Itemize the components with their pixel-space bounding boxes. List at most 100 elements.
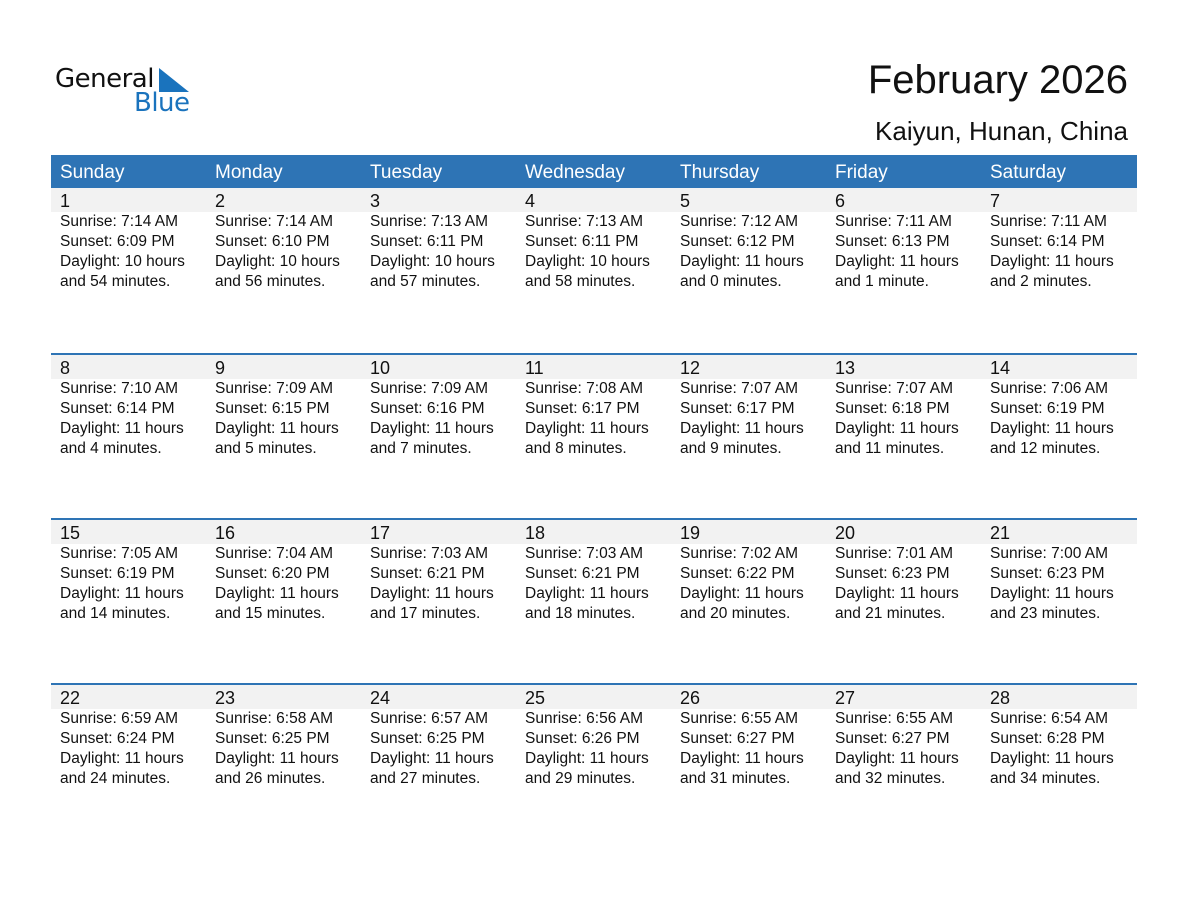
sunrise-text: Sunrise: 6:55 AM [680, 710, 799, 727]
sunrise-text: Sunrise: 7:08 AM [525, 380, 644, 397]
sunrise-text: Sunrise: 7:00 AM [990, 545, 1109, 562]
daylight-text: Daylight: 11 hours [680, 750, 804, 767]
day-number: 16 [215, 523, 236, 543]
daylight-text: Daylight: 11 hours [60, 420, 184, 437]
daylight-text: Daylight: 11 hours [835, 585, 959, 602]
logo-text-blue: Blue [134, 88, 190, 118]
daylight-text: Daylight: 11 hours [835, 253, 959, 270]
date-band [51, 188, 1137, 212]
daylight-minutes-text: and 1 minute. [835, 273, 929, 290]
sunrise-text: Sunrise: 7:14 AM [60, 213, 179, 230]
day-number: 25 [525, 688, 546, 708]
day-cell: 2 Sunrise: 7:14 AM Sunset: 6:10 PM Daylight… [206, 188, 361, 353]
daylight-text: Daylight: 10 hours [60, 253, 185, 270]
sunrise-text: Sunrise: 7:10 AM [60, 380, 179, 397]
daylight-minutes-text: and 31 minutes. [680, 770, 791, 787]
day-number: 12 [680, 358, 701, 378]
sunrise-text: Sunrise: 7:13 AM [525, 213, 644, 230]
daylight-minutes-text: and 54 minutes. [60, 273, 171, 290]
sunrise-text: Sunrise: 7:12 AM [680, 213, 799, 230]
day-cell: 17 Sunrise: 7:03 AM Sunset: 6:21 PM Dayligh… [361, 520, 516, 683]
calendar-grid: Sunday Monday Tuesday Wednesday Thursday… [51, 155, 1137, 848]
logo-text-general: General [55, 64, 154, 94]
weekday-header: Sunday Monday Tuesday Wednesday Thursday… [51, 155, 1137, 188]
sunset-text: Sunset: 6:15 PM [215, 400, 330, 417]
day-number: 13 [835, 358, 856, 378]
day-cell: 14 Sunrise: 7:06 AM Sunset: 6:19 PM Dayligh… [981, 355, 1136, 518]
daylight-minutes-text: and 32 minutes. [835, 770, 946, 787]
weekday-wednesday: Wednesday [525, 162, 625, 183]
sunrise-text: Sunrise: 6:57 AM [370, 710, 489, 727]
daylight-text: Daylight: 11 hours [525, 750, 649, 767]
day-number: 7 [990, 191, 1001, 211]
day-cell: 7 Sunrise: 7:11 AM Sunset: 6:14 PM Daylight… [981, 188, 1136, 353]
daylight-text: Daylight: 11 hours [990, 253, 1114, 270]
weekday-thursday: Thursday [680, 162, 760, 183]
day-number: 24 [370, 688, 391, 708]
location-subtitle: Kaiyun, Hunan, China [875, 116, 1128, 146]
day-number: 20 [835, 523, 856, 543]
sunset-text: Sunset: 6:12 PM [680, 233, 795, 250]
daylight-minutes-text: and 58 minutes. [525, 273, 636, 290]
sunrise-text: Sunrise: 6:59 AM [60, 710, 179, 727]
day-cell: 27 Sunrise: 6:55 AM Sunset: 6:27 PM Dayligh… [826, 685, 981, 848]
daylight-text: Daylight: 11 hours [215, 585, 339, 602]
day-cell: 13 Sunrise: 7:07 AM Sunset: 6:18 PM Dayligh… [826, 355, 981, 518]
daylight-minutes-text: and 24 minutes. [60, 770, 171, 787]
page-title: February 2026 [867, 58, 1128, 102]
sunset-text: Sunset: 6:21 PM [525, 565, 640, 582]
day-cell: 16 Sunrise: 7:04 AM Sunset: 6:20 PM Dayligh… [206, 520, 361, 683]
day-number: 10 [370, 358, 391, 378]
sunset-text: Sunset: 6:14 PM [60, 400, 175, 417]
daylight-text: Daylight: 11 hours [680, 253, 804, 270]
date-band [51, 520, 1137, 544]
generalblue-logo: General Blue [55, 64, 195, 120]
sunset-text: Sunset: 6:25 PM [215, 730, 330, 747]
sunrise-text: Sunrise: 7:06 AM [990, 380, 1109, 397]
sunrise-text: Sunrise: 7:04 AM [215, 545, 334, 562]
day-cell: 10 Sunrise: 7:09 AM Sunset: 6:16 PM Dayligh… [361, 355, 516, 518]
sunrise-text: Sunrise: 7:11 AM [835, 213, 952, 230]
sunrise-text: Sunrise: 7:07 AM [835, 380, 954, 397]
sunrise-text: Sunrise: 7:09 AM [370, 380, 489, 397]
day-number: 23 [215, 688, 236, 708]
daylight-minutes-text: and 23 minutes. [990, 605, 1101, 622]
daylight-text: Daylight: 11 hours [835, 750, 959, 767]
sunrise-text: Sunrise: 7:09 AM [215, 380, 334, 397]
sunrise-text: Sunrise: 6:58 AM [215, 710, 334, 727]
sunset-text: Sunset: 6:20 PM [215, 565, 330, 582]
daylight-text: Daylight: 11 hours [525, 420, 649, 437]
sunset-text: Sunset: 6:27 PM [680, 730, 795, 747]
date-band [51, 355, 1137, 379]
sunset-text: Sunset: 6:25 PM [370, 730, 485, 747]
day-cell: 1 Sunrise: 7:14 AM Sunset: 6:09 PM Daylight… [51, 188, 206, 353]
sunset-text: Sunset: 6:16 PM [370, 400, 485, 417]
day-cell: 21 Sunrise: 7:00 AM Sunset: 6:23 PM Dayligh… [981, 520, 1136, 683]
day-number: 26 [680, 688, 701, 708]
sunrise-text: Sunrise: 7:03 AM [370, 545, 489, 562]
sunrise-text: Sunrise: 7:02 AM [680, 545, 799, 562]
sunrise-text: Sunrise: 7:07 AM [680, 380, 799, 397]
daylight-minutes-text: and 5 minutes. [215, 440, 317, 457]
day-number: 19 [680, 523, 701, 543]
daylight-text: Daylight: 11 hours [215, 420, 339, 437]
day-number: 11 [525, 358, 544, 378]
day-cell: 20 Sunrise: 7:01 AM Sunset: 6:23 PM Dayligh… [826, 520, 981, 683]
daylight-text: Daylight: 11 hours [370, 420, 494, 437]
day-number: 9 [215, 358, 226, 378]
daylight-minutes-text: and 34 minutes. [990, 770, 1101, 787]
daylight-minutes-text: and 15 minutes. [215, 605, 326, 622]
sunrise-text: Sunrise: 6:56 AM [525, 710, 644, 727]
day-cell: 4 Sunrise: 7:13 AM Sunset: 6:11 PM Daylight… [516, 188, 671, 353]
day-number: 6 [835, 191, 846, 211]
weekday-monday: Monday [215, 162, 283, 183]
day-number: 28 [990, 688, 1011, 708]
daylight-text: Daylight: 11 hours [60, 585, 184, 602]
daylight-text: Daylight: 11 hours [680, 420, 804, 437]
daylight-minutes-text: and 14 minutes. [60, 605, 171, 622]
day-number: 2 [215, 191, 226, 211]
week-row: 15 Sunrise: 7:05 AM Sunset: 6:19 PM Dayligh… [51, 518, 1137, 683]
sunrise-text: Sunrise: 7:14 AM [215, 213, 334, 230]
day-number: 22 [60, 688, 81, 708]
